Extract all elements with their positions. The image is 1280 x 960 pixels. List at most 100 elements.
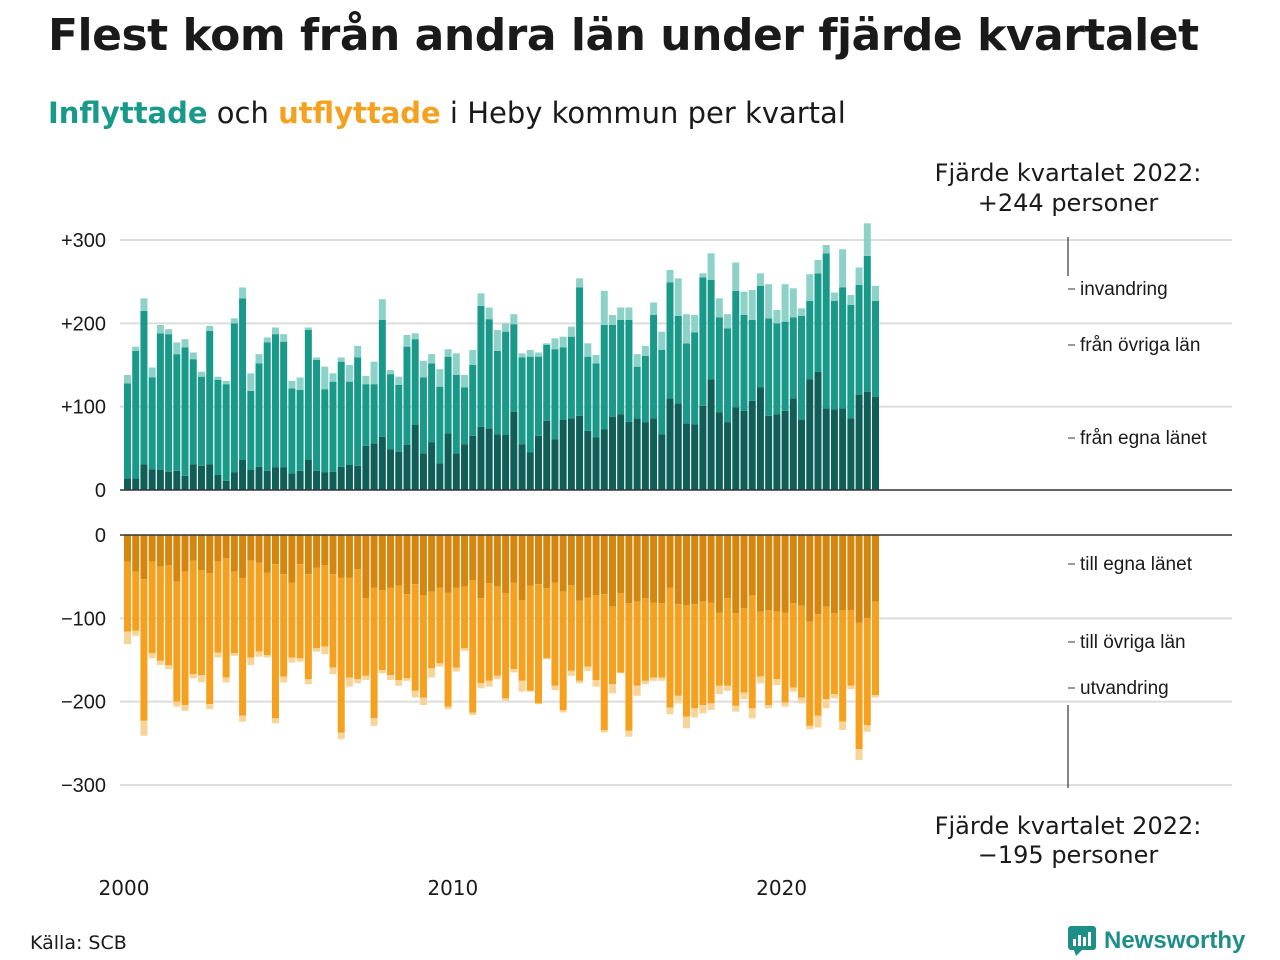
bar-in-0-61 [625,421,633,490]
bar-in-2-73 [724,314,732,329]
bar-out-2-78 [765,705,773,709]
bar-out-0-81 [789,535,797,604]
bar-out-1-40 [452,587,460,668]
bar-out-2-91 [872,695,880,698]
bar-out-2-23 [313,648,321,652]
bar-out-2-53 [559,710,567,713]
bar-out-2-12 [222,677,230,683]
bar-out-2-47 [510,669,518,673]
bar-in-1-63 [641,355,649,423]
bar-in-2-48 [518,353,526,358]
bar-out-1-23 [313,567,321,649]
bar-out-2-75 [740,692,748,700]
bar-in-1-35 [411,339,419,425]
bar-out-0-83 [806,535,814,622]
bar-in-1-62 [633,366,641,419]
bar-out-2-81 [789,687,797,692]
bar-out-2-9 [197,675,205,683]
annotation-top-line2: +244 personer [978,189,1159,217]
bar-in-0-20 [288,473,296,490]
subtitle-rest: i Heby kommun per kvartal [440,96,846,130]
bar-in-0-33 [395,451,403,490]
bar-out-1-30 [370,587,378,719]
bar-in-2-39 [444,349,452,357]
bar-in-0-5 [165,471,173,490]
bar-in-2-58 [600,290,608,325]
bar-in-0-69 [691,424,699,490]
bar-in-2-25 [329,373,337,382]
bar-in-2-86 [830,292,838,301]
bar-out-0-42 [469,535,477,580]
bar-out-2-28 [354,679,362,684]
bar-out-0-12 [222,535,230,559]
bar-in-2-83 [806,274,814,301]
bar-out-0-36 [419,535,427,595]
bar-in-1-83 [806,300,814,380]
bar-in-0-35 [411,425,419,490]
bar-in-0-68 [682,423,690,490]
bar-out-2-16 [255,651,263,657]
bar-out-0-37 [428,535,436,592]
bar-in-1-40 [452,375,460,454]
bar-in-0-53 [559,420,567,490]
bar-out-1-38 [436,587,444,664]
bar-out-0-73 [724,535,732,599]
bar-out-0-57 [592,535,600,595]
bar-in-1-36 [419,377,427,454]
bar-in-2-2 [140,298,148,311]
bar-out-0-43 [477,535,485,599]
bar-out-2-86 [830,694,838,699]
bar-in-1-50 [535,356,542,436]
bar-out-2-20 [288,657,296,663]
brand-logo: Newsworthy [1068,926,1245,956]
bar-out-1-2 [140,579,148,721]
bar-out-1-15 [247,560,255,658]
bar-out-2-63 [641,680,649,685]
bar-in-2-40 [452,353,460,375]
bar-in-1-90 [863,255,871,392]
bar-out-0-16 [255,535,263,563]
bar-in-0-2 [140,464,148,490]
bar-out-2-77 [756,676,764,684]
bar-in-1-7 [181,347,189,476]
bar-in-2-88 [847,295,855,305]
bar-in-0-18 [271,467,279,490]
bar-out-0-74 [732,535,740,614]
bar-out-0-50 [535,535,542,585]
bar-out-1-73 [724,598,732,686]
xtick-year: 2010 [427,876,478,900]
bar-in-1-84 [814,273,822,372]
bar-in-1-59 [608,325,616,417]
bar-out-2-83 [806,725,814,730]
bar-in-1-34 [403,346,411,445]
bar-out-2-49 [526,690,534,692]
bar-out-1-32 [387,587,395,675]
bar-in-0-91 [872,396,880,490]
bar-out-1-31 [378,590,386,670]
bar-in-2-82 [798,308,806,316]
bar-in-1-10 [206,330,214,465]
bar-out-2-43 [477,683,485,689]
bar-out-1-8 [189,560,197,675]
bar-out-0-22 [304,535,312,575]
bar-in-0-49 [526,452,534,490]
bar-in-2-65 [658,331,666,350]
bar-out-1-58 [600,594,608,730]
bar-in-1-23 [313,360,321,471]
bar-in-0-90 [863,391,871,490]
bar-in-0-45 [493,434,501,490]
bar-in-0-6 [173,470,181,490]
bar-in-1-74 [732,290,740,408]
bar-out-1-51 [543,588,551,659]
bar-in-1-47 [510,324,518,412]
bar-out-0-20 [288,535,296,583]
bar-in-2-87 [839,249,847,288]
bar-in-0-59 [608,416,616,490]
bar-out-0-34 [403,535,411,595]
bar-out-0-68 [682,535,690,605]
bar-out-1-87 [839,610,847,722]
bar-in-2-50 [535,352,542,357]
bar-in-1-77 [756,285,764,388]
series-label-top: från övriga län [1080,335,1200,356]
bar-out-2-1 [132,630,140,636]
